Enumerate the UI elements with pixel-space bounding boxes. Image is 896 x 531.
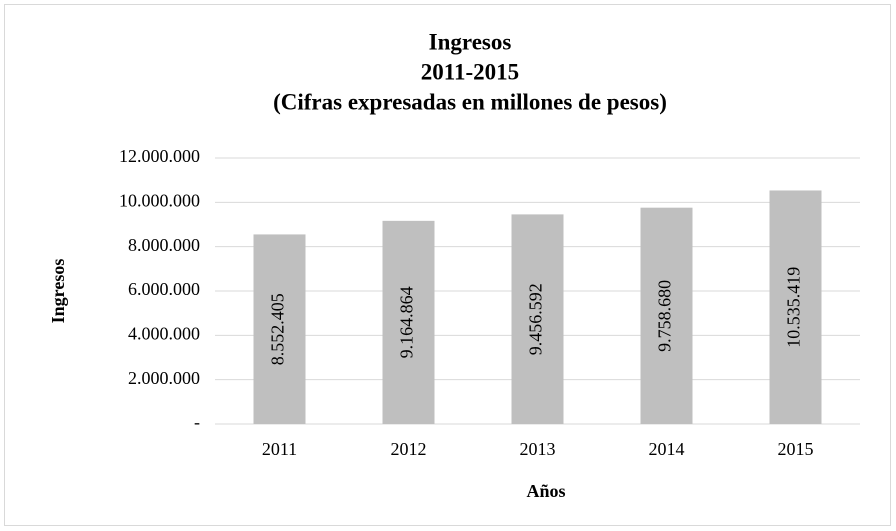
chart-title: 2011-2015 bbox=[421, 59, 519, 84]
chart-title: Ingresos bbox=[429, 29, 512, 54]
x-tick-label: 2011 bbox=[262, 439, 297, 459]
y-tick-label: 4.000.000 bbox=[128, 323, 200, 343]
data-label: 9.456.592 bbox=[526, 283, 546, 355]
data-label: 9.164.864 bbox=[397, 286, 417, 358]
y-tick-label: 8.000.000 bbox=[128, 235, 200, 255]
bar bbox=[511, 214, 564, 424]
y-tick-label: 2.000.000 bbox=[128, 368, 200, 388]
y-tick-label: 10.000.000 bbox=[119, 190, 200, 210]
x-tick-label: 2013 bbox=[520, 439, 556, 459]
y-tick-label: 6.000.000 bbox=[128, 279, 200, 299]
bar bbox=[640, 207, 693, 424]
chart-frame bbox=[4, 4, 891, 526]
data-label: 8.552.405 bbox=[268, 293, 288, 365]
x-axis-title: Años bbox=[526, 481, 565, 501]
data-label: 10.535.419 bbox=[784, 267, 804, 348]
bar bbox=[769, 190, 822, 424]
data-label: 9.758.680 bbox=[655, 280, 675, 352]
y-tick-label: 12.000.000 bbox=[119, 146, 200, 166]
chart-title: (Cifras expresadas en millones de pesos) bbox=[273, 89, 667, 114]
y-tick-label: - bbox=[194, 412, 200, 432]
x-tick-label: 2012 bbox=[391, 439, 427, 459]
bar bbox=[382, 220, 435, 424]
bar bbox=[253, 234, 306, 424]
x-tick-label: 2014 bbox=[649, 439, 685, 459]
x-tick-label: 2015 bbox=[778, 439, 814, 459]
y-axis-title: Ingresos bbox=[48, 259, 68, 324]
